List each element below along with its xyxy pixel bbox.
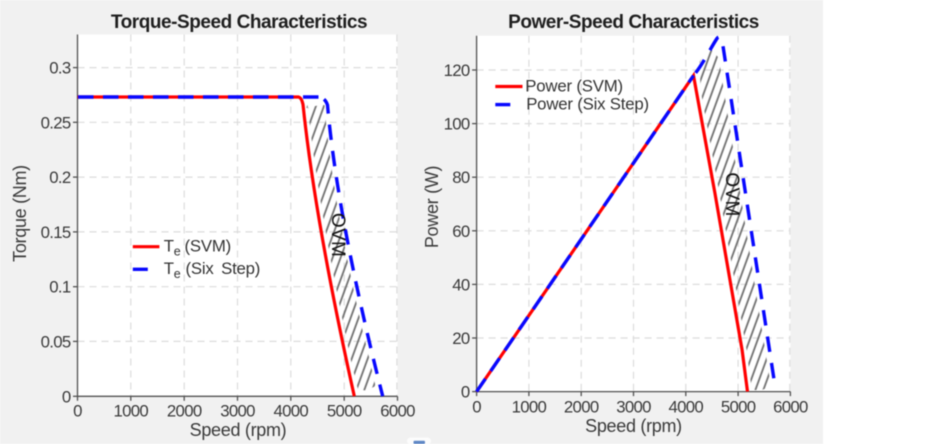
svg-text:4000: 4000 [669, 398, 704, 417]
svg-text:40: 40 [452, 275, 470, 294]
svg-text:2000: 2000 [564, 398, 599, 417]
svg-text:0.1: 0.1 [49, 278, 71, 297]
svg-text:Power (W): Power (W) [422, 166, 442, 248]
svg-text:0: 0 [472, 398, 481, 417]
svg-text:Torque-Speed Characteristics: Torque-Speed Characteristics [111, 12, 367, 33]
svg-text:5000: 5000 [327, 402, 362, 421]
svg-text:100: 100 [444, 115, 470, 134]
svg-text:20: 20 [452, 329, 470, 348]
svg-text:Te(Six Step): Te (Six Step) [164, 259, 261, 281]
svg-text:60: 60 [452, 222, 470, 241]
svg-text:3000: 3000 [220, 402, 255, 421]
svg-text:0.3: 0.3 [49, 59, 71, 78]
svg-text:0.2: 0.2 [49, 168, 71, 187]
svg-text:Power (Six Step): Power (Six Step) [526, 95, 649, 114]
svg-text:1000: 1000 [114, 402, 149, 421]
svg-text:0: 0 [461, 383, 470, 402]
svg-text:6000: 6000 [773, 398, 808, 417]
svg-text:3000: 3000 [616, 398, 651, 417]
svg-text:6000: 6000 [380, 402, 415, 421]
svg-text:120: 120 [444, 61, 470, 80]
svg-text:0: 0 [73, 402, 82, 421]
svg-text:0.15: 0.15 [41, 223, 71, 242]
svg-text:Power-Speed Characteristics: Power-Speed Characteristics [508, 12, 759, 33]
svg-text:0.05: 0.05 [41, 332, 71, 351]
svg-text:OVM: OVM [327, 213, 348, 257]
svg-text:Speed (rpm): Speed (rpm) [190, 420, 287, 440]
svg-text:OVM: OVM [721, 172, 742, 216]
svg-text:4000: 4000 [274, 402, 309, 421]
svg-text:1000: 1000 [512, 398, 547, 417]
svg-text:0: 0 [62, 387, 71, 406]
svg-text:0.25: 0.25 [41, 113, 71, 132]
svg-text:2000: 2000 [167, 402, 202, 421]
svg-text:5000: 5000 [721, 398, 756, 417]
svg-text:Torque (Nm): Torque (Nm) [10, 165, 30, 262]
svg-text:Power (SVM): Power (SVM) [525, 77, 623, 96]
svg-text:Speed (rpm): Speed (rpm) [585, 416, 682, 436]
svg-text:80: 80 [452, 168, 470, 187]
